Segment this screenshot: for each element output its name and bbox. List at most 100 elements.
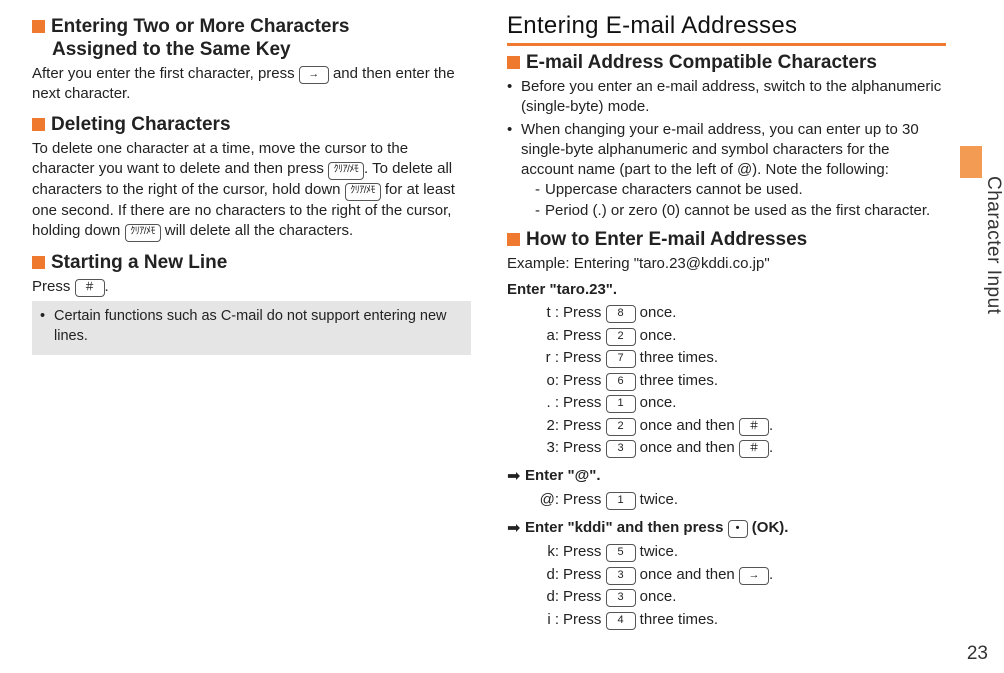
main-title: Entering E-mail Addresses	[507, 10, 946, 46]
square-bullet-icon	[32, 256, 45, 269]
square-bullet-icon	[32, 118, 45, 131]
square-bullet-icon	[507, 56, 520, 69]
instruction-text: Press 1 once.	[563, 392, 676, 415]
example-text: Example: Entering "taro.23@kddi.co.jp"	[507, 254, 946, 274]
right-arrow-key-icon: →	[299, 66, 329, 84]
manual-page: Entering Two or More Characters Assigned…	[0, 0, 1004, 673]
key-sequence-list: k:Press 5 twice.d:Press 3 once and then …	[537, 541, 946, 631]
dash-icon: -	[535, 201, 545, 221]
digit-key-icon: 1	[606, 395, 636, 413]
note-text: Certain functions such as C-mail do not …	[54, 307, 463, 346]
section-heading-compat: E-mail Address Compatible Characters	[507, 52, 946, 75]
bullet-icon: •	[507, 120, 521, 221]
instruction-text: Press 8 once.	[563, 302, 676, 325]
section-heading-howto: How to Enter E-mail Addresses	[507, 229, 946, 252]
left-column: Entering Two or More Characters Assigned…	[32, 10, 471, 663]
square-bullet-icon	[507, 233, 520, 246]
bullet-icon: •	[40, 307, 54, 346]
instruction-text: Press 4 three times.	[563, 609, 718, 632]
key-sequence-row: t :Press 8 once.	[537, 302, 946, 325]
digit-key-icon: 3	[606, 440, 636, 458]
char-label: . :	[537, 392, 563, 415]
body-text: After you enter the first character, pre…	[32, 64, 471, 105]
body-text: Press ＃.	[32, 277, 471, 297]
sub-list-item: -Uppercase characters cannot be used.	[535, 180, 946, 200]
sub-list-item: -Period (.) or zero (0) cannot be used a…	[535, 201, 946, 221]
key-sequence-list: @:Press 1 twice.	[537, 489, 946, 512]
instruction-text: Press 3 once and then ＃.	[563, 437, 773, 460]
instruction-text: Press 6 three times.	[563, 370, 718, 393]
heading-text: Deleting Characters	[51, 114, 231, 135]
heading-text: E-mail Address Compatible Characters	[526, 52, 877, 73]
section-heading-deleting: Deleting Characters	[32, 114, 471, 137]
key-sequence-row: a:Press 2 once.	[537, 325, 946, 348]
digit-key-icon: 2	[606, 418, 636, 436]
digit-key-icon: 6	[606, 373, 636, 391]
digit-key-icon: 8	[606, 305, 636, 323]
note-box: • Certain functions such as C-mail do no…	[32, 301, 471, 354]
digit-key-icon: 4	[606, 612, 636, 630]
tab-color-block	[960, 146, 982, 178]
digit-key-icon: 7	[606, 350, 636, 368]
heading-text: Entering Two or More Characters	[51, 16, 349, 37]
arrow-right-icon: ➡	[507, 466, 525, 488]
digit-key-icon: 5	[606, 544, 636, 562]
instruction-text: Press 2 once and then ＃.	[563, 415, 773, 438]
key-sequence-row: . :Press 1 once.	[537, 392, 946, 415]
char-label: a:	[537, 325, 563, 348]
key-sequence-row: 2:Press 2 once and then ＃.	[537, 415, 946, 438]
heading-text: Starting a New Line	[51, 252, 227, 273]
key-sequence-row: d:Press 3 once.	[537, 586, 946, 609]
step-heading: ➡ Enter "@".	[507, 466, 946, 488]
key-sequence-row: o:Press 6 three times.	[537, 370, 946, 393]
clear-memo-key-icon: ｸﾘｱ/ﾒﾓ	[328, 162, 364, 180]
char-label: r :	[537, 347, 563, 370]
key-sequence-row: d:Press 3 once and then →.	[537, 564, 946, 587]
body-text: To delete one character at a time, move …	[32, 139, 471, 243]
instruction-text: Press 3 once and then →.	[563, 564, 773, 587]
char-label: @:	[537, 489, 563, 512]
key-sequence-list: t :Press 8 once.a:Press 2 once.r :Press …	[537, 302, 946, 460]
bullet-icon: •	[507, 77, 521, 118]
key-sequence-row: i :Press 4 three times.	[537, 609, 946, 632]
digit-key-icon: 3	[606, 589, 636, 607]
square-bullet-icon	[32, 20, 45, 33]
arrow-right-icon: ➡	[507, 518, 525, 540]
char-label: d:	[537, 586, 563, 609]
side-tab: Character Input	[982, 146, 1004, 364]
center-ok-key-icon: •	[728, 520, 748, 538]
key-sequence-row: 3:Press 3 once and then ＃.	[537, 437, 946, 460]
secondary-key-icon: →	[739, 567, 769, 585]
key-sequence-row: r :Press 7 three times.	[537, 347, 946, 370]
key-sequence-row: k:Press 5 twice.	[537, 541, 946, 564]
list-item: • When changing your e-mail address, you…	[507, 120, 946, 221]
char-label: o:	[537, 370, 563, 393]
section-heading-newline: Starting a New Line	[32, 252, 471, 275]
char-label: i :	[537, 609, 563, 632]
char-label: t :	[537, 302, 563, 325]
digit-key-icon: 1	[606, 492, 636, 510]
heading-text: How to Enter E-mail Addresses	[526, 229, 807, 250]
hash-key-icon: ＃	[75, 279, 105, 297]
char-label: d:	[537, 564, 563, 587]
key-sequence-row: @:Press 1 twice.	[537, 489, 946, 512]
step-heading: ➡ Enter "kddi" and then press • (OK).	[507, 518, 946, 540]
char-label: k:	[537, 541, 563, 564]
page-number: 23	[967, 643, 988, 665]
bullet-list: •Before you enter an e-mail address, swi…	[507, 77, 946, 221]
step-heading: Enter "taro.23".	[507, 280, 946, 300]
clear-memo-key-icon: ｸﾘｱ/ﾒﾓ	[125, 224, 161, 242]
instruction-text: Press 3 once.	[563, 586, 676, 609]
instruction-text: Press 5 twice.	[563, 541, 678, 564]
dash-icon: -	[535, 180, 545, 200]
secondary-key-icon: ＃	[739, 418, 769, 436]
section-heading-same-key: Entering Two or More Characters Assigned…	[32, 16, 471, 62]
char-label: 2:	[537, 415, 563, 438]
instruction-text: Press 7 three times.	[563, 347, 718, 370]
tab-label: Character Input	[982, 176, 1004, 314]
right-column: Entering E-mail Addresses E-mail Address…	[507, 10, 946, 663]
list-item: •Before you enter an e-mail address, swi…	[507, 77, 946, 118]
clear-memo-key-icon: ｸﾘｱ/ﾒﾓ	[345, 183, 381, 201]
digit-key-icon: 3	[606, 567, 636, 585]
secondary-key-icon: ＃	[739, 440, 769, 458]
